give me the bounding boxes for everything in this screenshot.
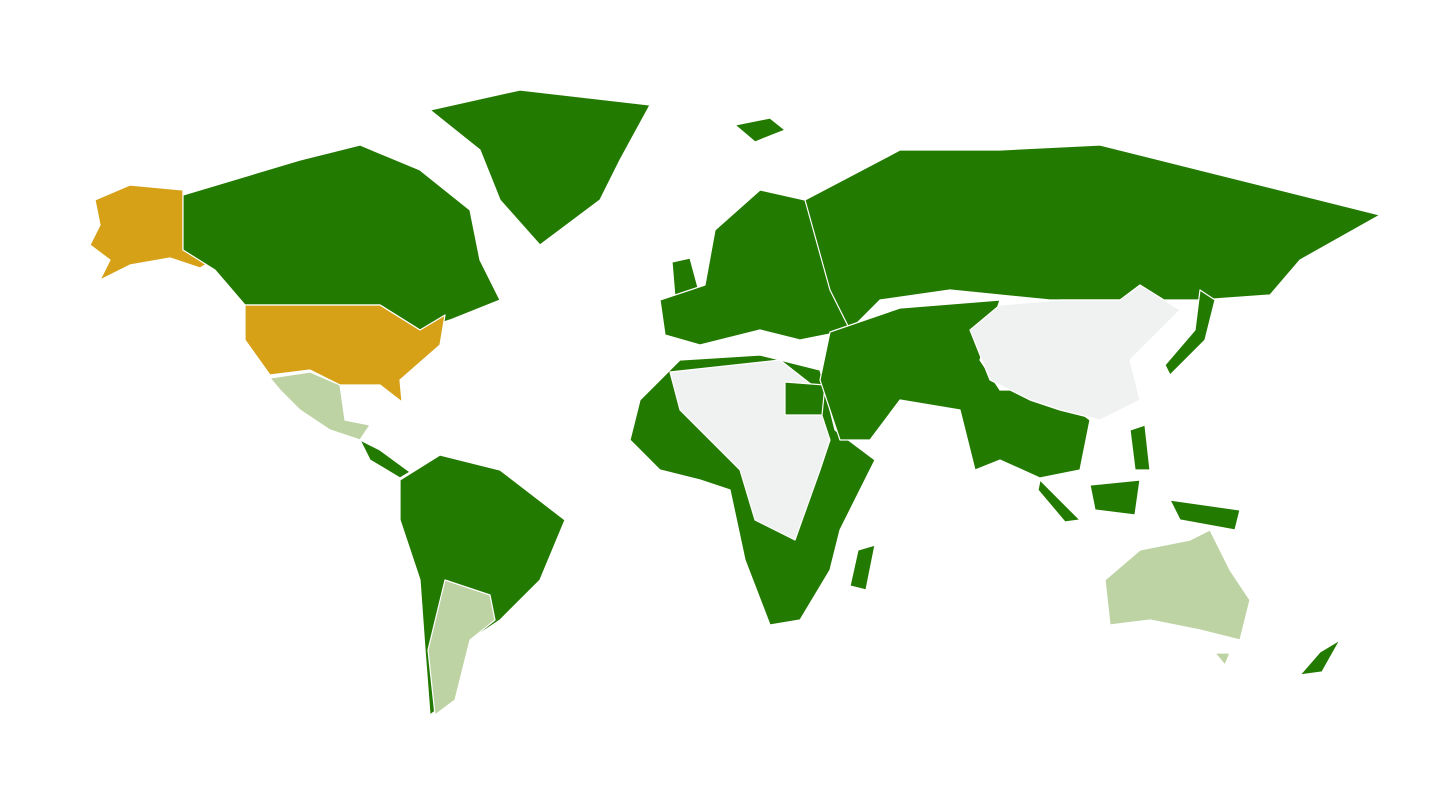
region-japan[interactable]: [1164, 289, 1216, 376]
region-indonesia[interactable]: [1037, 479, 1081, 523]
region-australia[interactable]: [1104, 529, 1251, 641]
region-canada[interactable]: [182, 144, 501, 331]
region-argentina[interactable]: [427, 579, 496, 716]
region-russia[interactable]: [804, 144, 1381, 331]
region-central-america[interactable]: [359, 439, 411, 479]
region-indonesia-borneo[interactable]: [1089, 479, 1141, 516]
region-mexico[interactable]: [269, 371, 371, 441]
region-southeast-asia[interactable]: [1129, 424, 1151, 471]
region-new-zealand[interactable]: [1299, 639, 1341, 676]
region-indonesia-east[interactable]: [1169, 499, 1241, 531]
region-iceland[interactable]: [734, 117, 786, 143]
region-greenland[interactable]: [429, 89, 651, 246]
region-alaska[interactable]: [89, 184, 211, 281]
region-south-america[interactable]: [399, 454, 566, 716]
region-usa[interactable]: [244, 304, 446, 403]
region-tasmania[interactable]: [1214, 652, 1231, 666]
region-china[interactable]: [969, 284, 1181, 421]
region-madagascar[interactable]: [849, 544, 876, 591]
region-egypt[interactable]: [784, 381, 826, 416]
